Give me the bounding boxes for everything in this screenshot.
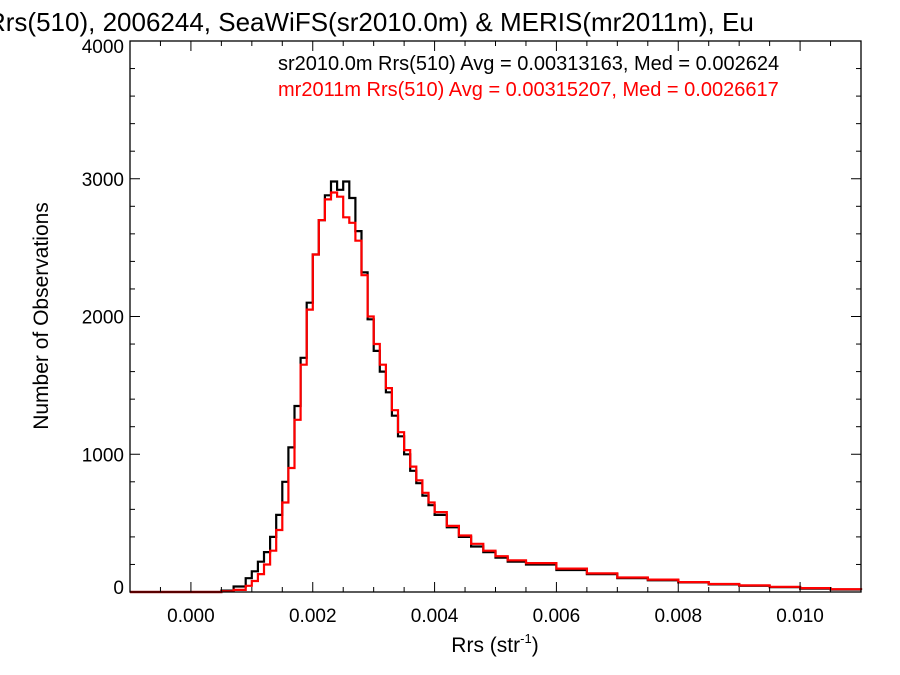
x-tick-label: 0.008 xyxy=(654,606,702,627)
annotation-sr2010: sr2010.0m Rrs(510) Avg = 0.00313163, Med… xyxy=(278,53,779,75)
series-line-mr2011m xyxy=(130,191,863,594)
x-tick-label: 0.006 xyxy=(533,606,581,627)
x-tick-label: 0.010 xyxy=(776,606,824,627)
y-tick-label: 0 xyxy=(113,578,124,599)
x-axis-label-superscript: -1 xyxy=(520,631,532,646)
x-axis-label-close: ) xyxy=(532,634,539,657)
x-tick-label: 0.000 xyxy=(167,606,215,627)
x-axis-label-main: Rrs (str xyxy=(451,634,520,657)
series-layer xyxy=(130,180,863,594)
y-tick-label: 2000 xyxy=(82,308,124,329)
y-tick-label: 3000 xyxy=(82,170,124,191)
chart-title: Rrs(510), 2006244, SeaWiFS(sr2010.0m) & … xyxy=(0,7,754,37)
x-axis-label: Rrs (str-1) xyxy=(451,631,538,657)
axis-layer: 0.000 0.002 0.004 0.006 0.008 0.010 0 1000 2000 3… xyxy=(82,37,862,627)
annotation-mr2011: mr2011m Rrs(510) Avg = 0.00315207, Med =… xyxy=(278,79,779,101)
y-axis-label: Number of Observations xyxy=(30,202,53,430)
x-tick-label: 0.002 xyxy=(289,606,337,627)
x-tick-label: 0.004 xyxy=(411,606,459,627)
y-tick-label: 4000 xyxy=(82,37,124,58)
y-tick-label: 1000 xyxy=(82,445,124,466)
